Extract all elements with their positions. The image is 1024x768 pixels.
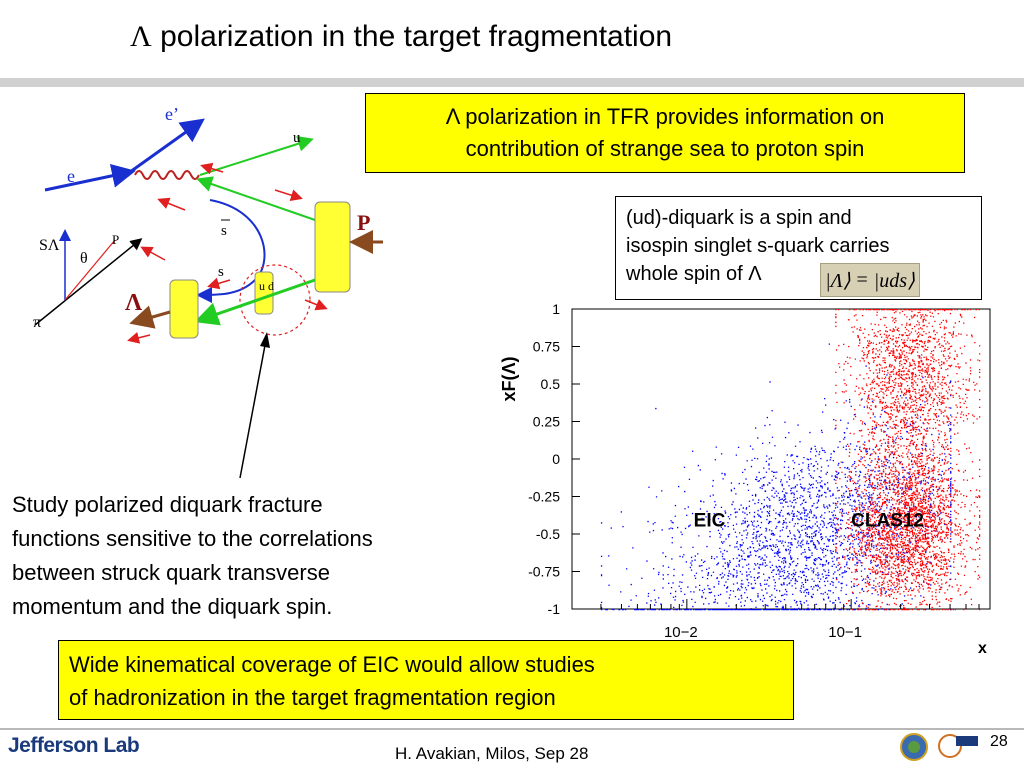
- x-tick-label: 10−1: [828, 624, 862, 641]
- diquark-spin-box: (ud)-diquark is a spin and isospin singl…: [615, 196, 982, 300]
- lambda-blob: [169, 279, 199, 339]
- label-e: e: [67, 166, 75, 186]
- x-tick-label: 10−2: [664, 624, 698, 641]
- formula-eq: =: [856, 268, 868, 291]
- diquark-highlight-circle: [239, 264, 311, 336]
- photon-line: [134, 170, 200, 180]
- diquark-line1: (ud)-diquark is a spin and: [626, 207, 852, 229]
- coverage-line2: of hadronization in the target fragmenta…: [69, 685, 556, 710]
- y-tick-label: -0.25: [528, 489, 560, 505]
- tfr-diagram: e’ e u P s s u d Λ SΛ θ P π: [33, 104, 383, 344]
- coverage-line1: Wide kinematical coverage of EIC would a…: [69, 652, 595, 677]
- footer-logos: [900, 733, 978, 761]
- footer-text: H. Avakian, Milos, Sep 28: [395, 744, 589, 763]
- y-tick-label: 0: [552, 451, 560, 467]
- study-line2: functions sensitive to the correlations: [12, 526, 373, 551]
- y-tick-label: 0.25: [533, 414, 560, 430]
- page-number: 28: [990, 733, 1008, 750]
- diquark-line2: isospin singlet s-quark carries: [626, 235, 890, 257]
- y-tick-label: -1: [548, 601, 561, 617]
- title-text: polarization in the target fragmentation: [151, 20, 673, 53]
- quark-return-line: [196, 176, 316, 221]
- y-tick-label: -0.5: [536, 526, 560, 542]
- y-axis-ticks: 1 0.75 0.5 0.25 0 -0.25 -0.5 -0.75 -1: [528, 301, 580, 617]
- diquark-line3: whole spin of Λ: [626, 263, 762, 285]
- tfr-info-box: Λ polarization in TFR provides informati…: [365, 93, 965, 173]
- label-pi: π: [33, 314, 41, 331]
- slide-title: Λ polarization in the target fragmentati…: [130, 20, 672, 54]
- callout-arrow: [239, 332, 270, 479]
- x-axis-ticks: 10−2 10−1: [600, 599, 980, 641]
- y-tick-label: 0.5: [541, 376, 561, 392]
- tfr-info-line1: Λ polarization in TFR provides informati…: [445, 104, 885, 129]
- proton-blob: [314, 201, 351, 293]
- label-lambda: Λ: [125, 290, 143, 316]
- y-tick-label: -0.75: [528, 564, 560, 580]
- remnant-line: [194, 278, 316, 326]
- title-lambda-symbol: Λ: [130, 20, 152, 53]
- incoming-electron-line: [44, 163, 136, 192]
- jefferson-lab-logo: Jefferson Lab: [8, 734, 140, 757]
- momentum-vector: [64, 239, 116, 301]
- x-axis-label: x: [978, 640, 987, 657]
- label-diquark: u d: [259, 279, 274, 293]
- study-text: Study polarized diquark fracture functio…: [12, 488, 492, 624]
- label-proton: P: [357, 210, 370, 235]
- y-axis-label: xF(Λ): [499, 356, 519, 401]
- formula-right: |uds⟩: [873, 269, 915, 292]
- y-tick-label: 1: [552, 301, 560, 317]
- eic-coverage-box: Wide kinematical coverage of EIC would a…: [58, 640, 794, 720]
- label-u: u: [293, 130, 301, 146]
- label-s: s: [218, 264, 224, 280]
- diquark-blob: [254, 271, 274, 315]
- struck-quark-line: [199, 136, 314, 176]
- lambda-wavefunction-formula: |Λ⟩ = |uds⟩: [820, 263, 920, 297]
- label-theta: θ: [80, 250, 88, 267]
- doe-seal-inner-icon: [908, 741, 920, 753]
- jsa-logo-block-icon: [956, 736, 978, 746]
- eic-annotation: EIC: [694, 511, 726, 532]
- study-line1: Study polarized diquark fracture: [12, 492, 323, 517]
- label-p: P: [112, 232, 119, 247]
- title-divider: [0, 78, 1024, 87]
- pion-direction-line: [34, 238, 143, 326]
- outgoing-electron-line: [129, 118, 205, 174]
- xf-vs-x-scatter-chart: 1 0.75 0.5 0.25 0 -0.25 -0.5 -0.75 -1 10−2 10−1 x…: [499, 301, 991, 657]
- study-line3: between struck quark transverse: [12, 560, 330, 585]
- y-tick-label: 0.75: [533, 339, 560, 355]
- formula-left: |Λ⟩: [825, 269, 851, 292]
- study-line4: momentum and the diquark spin.: [12, 594, 333, 619]
- label-sbar: s: [221, 223, 227, 239]
- footer-divider: [0, 728, 1024, 730]
- tfr-info-line2: contribution of strange sea to proton sp…: [465, 136, 865, 161]
- lambda-outgoing-arrow: [129, 305, 171, 329]
- label-e-prime: e’: [165, 104, 179, 124]
- label-spin: SΛ: [39, 237, 60, 254]
- clas12-annotation: CLAS12: [851, 511, 924, 532]
